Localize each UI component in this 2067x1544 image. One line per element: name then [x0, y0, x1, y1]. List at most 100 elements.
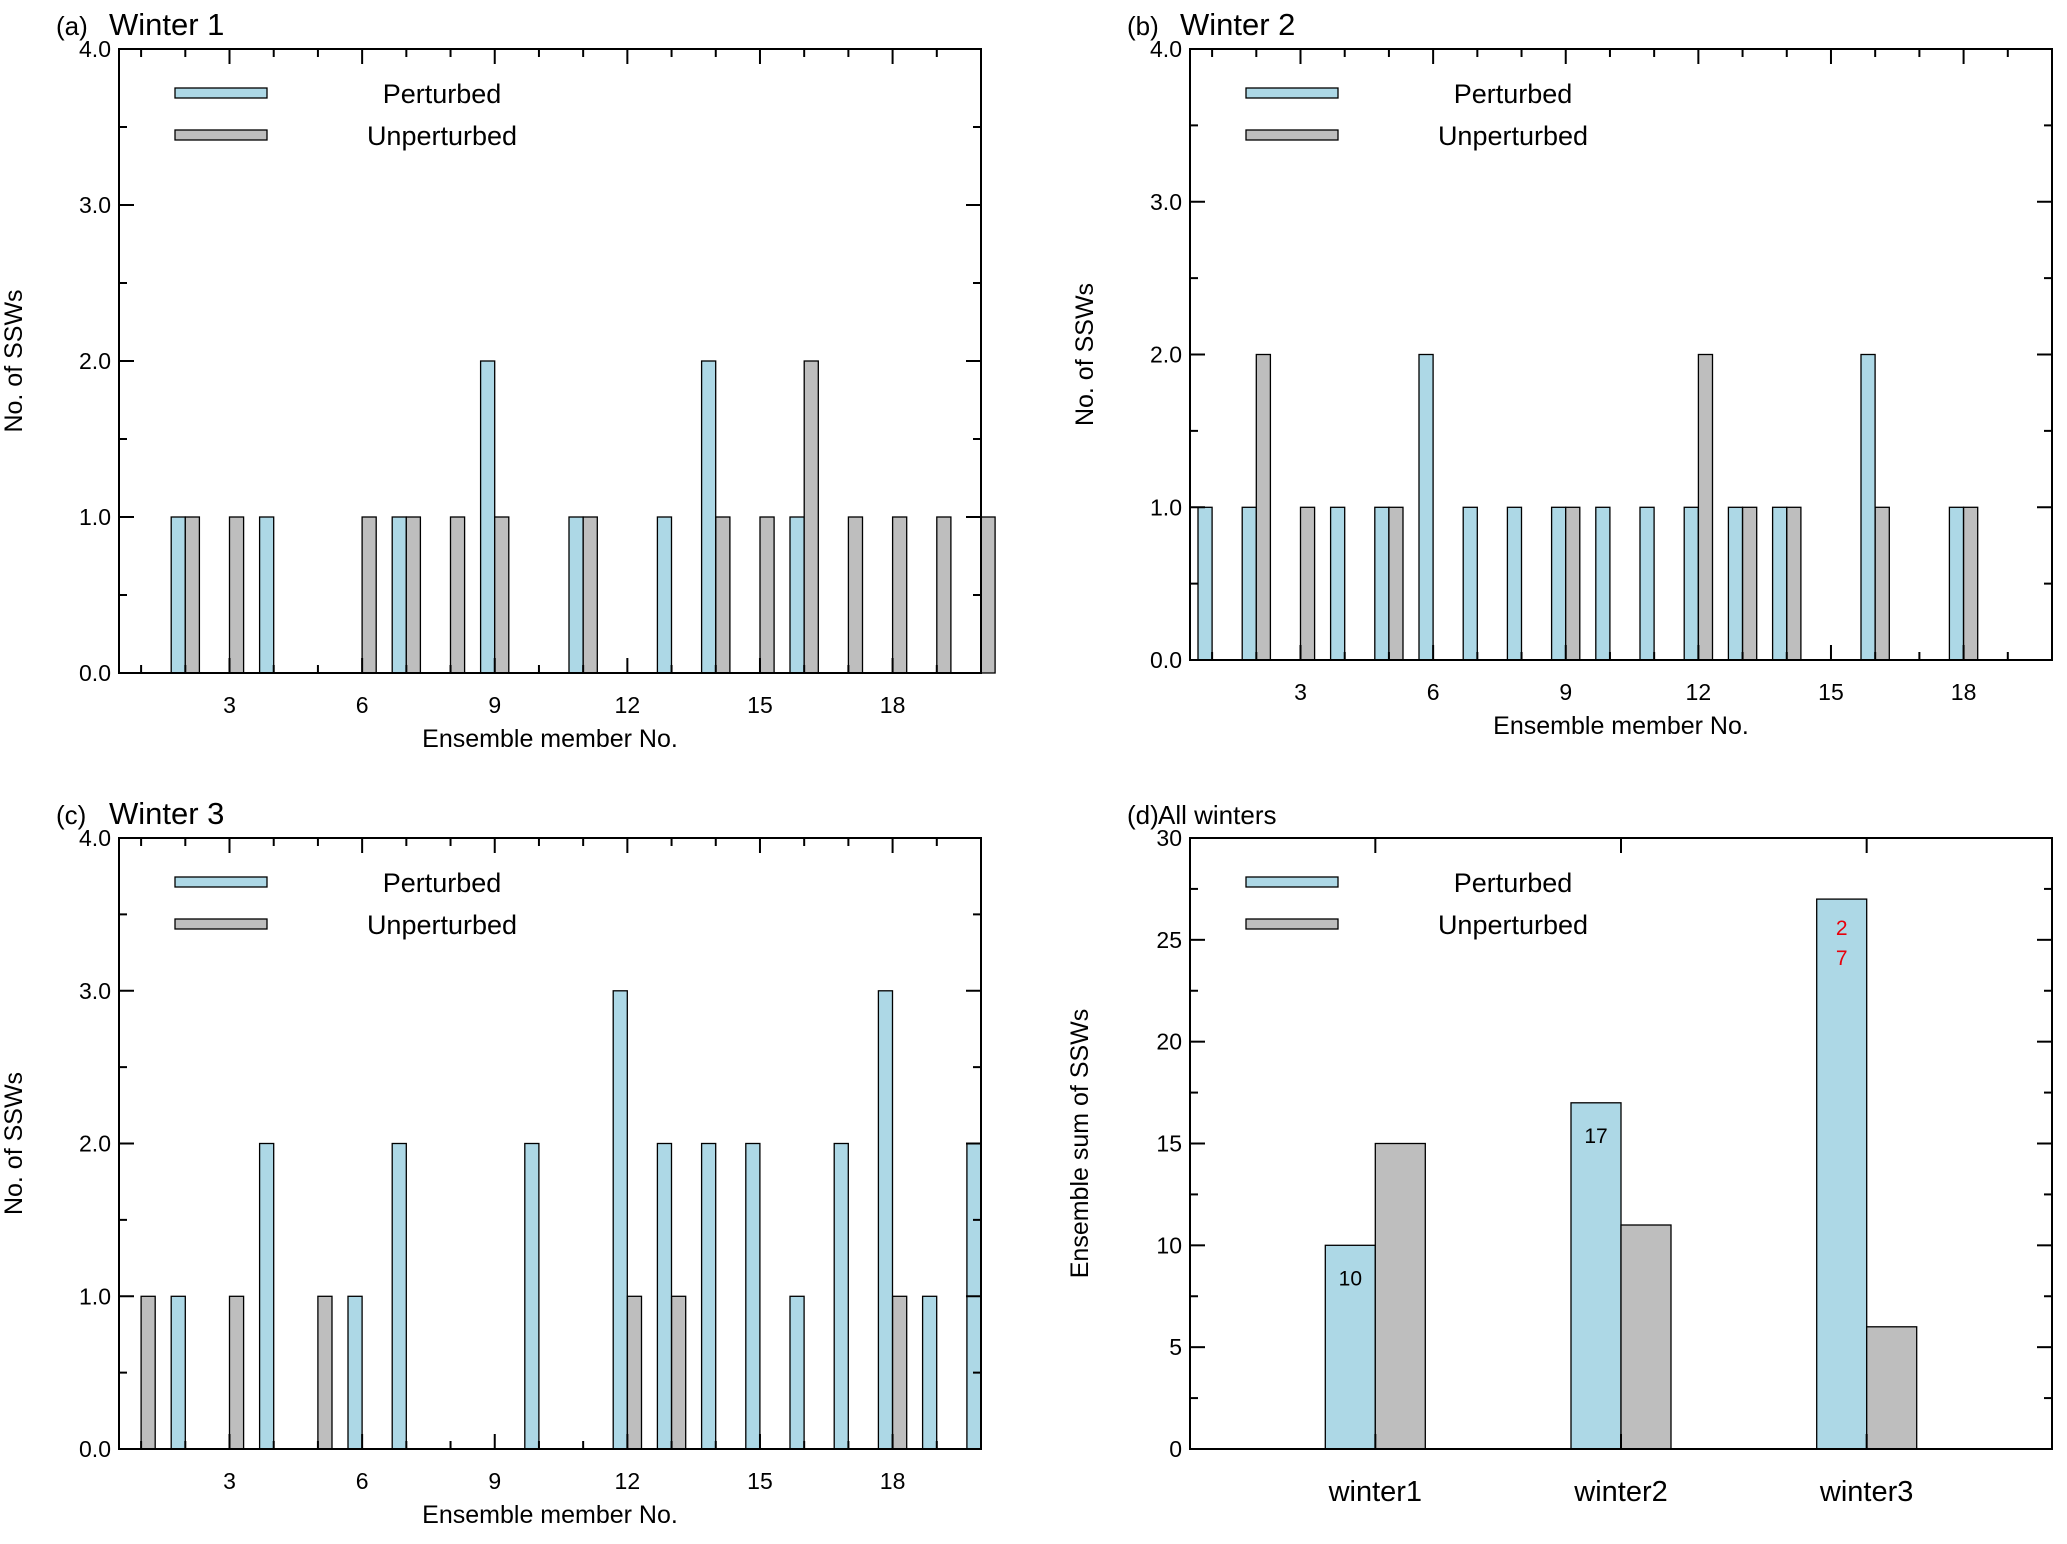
bar-perturbed-6: [1418, 353, 1434, 661]
bar-unperturbed-14: [715, 516, 731, 674]
x-axis-label: Ensemble member No.: [422, 725, 678, 753]
xtick-label: 12: [615, 692, 641, 718]
y-axis-label: No. of SSWs: [1071, 283, 1099, 426]
bar-perturbed-4: [258, 1142, 275, 1450]
bar-unperturbed-20: [980, 516, 996, 674]
ytick-label: 15: [1156, 1131, 1182, 1157]
bar-unperturbed-6: [361, 516, 377, 674]
bar-perturbed-14: [700, 1142, 717, 1450]
bar-unperturbed-7: [405, 516, 422, 674]
bar-unperturbed-19: [936, 516, 952, 674]
legend-swatch-perturbed: [1245, 87, 1339, 99]
ytick-label: 0: [1169, 1436, 1182, 1462]
xtick-label: 15: [747, 1468, 773, 1494]
bar-unperturbed-5: [1388, 506, 1404, 661]
bar-perturbed-10: [1595, 506, 1611, 661]
legend-label: Perturbed: [383, 79, 502, 109]
panel-letter: (b): [1127, 11, 1159, 41]
y-axis-label: No. of SSWs: [0, 1072, 28, 1215]
legend-swatch-perturbed: [174, 876, 268, 888]
legend-label: Unperturbed: [367, 121, 517, 151]
bar-unperturbed-16: [1874, 506, 1890, 661]
ytick-label: 4.0: [79, 36, 111, 62]
panel-letter: (c): [56, 800, 86, 830]
ytick-label: 20: [1156, 1029, 1182, 1055]
bar-perturbed-13: [1727, 506, 1744, 661]
xtick-label: 3: [1294, 679, 1307, 705]
bar-unperturbed-14: [1786, 506, 1802, 661]
xtick-label: 15: [1818, 679, 1844, 705]
bar-perturbed-16: [1860, 353, 1876, 661]
xtick-label: 18: [880, 692, 906, 718]
legend: Perturbed Unperturbed: [1245, 79, 1588, 151]
bar-unperturbed-3: [1299, 506, 1316, 661]
legend-label: Unperturbed: [1438, 910, 1588, 940]
panel-letter: (a): [56, 11, 88, 41]
ytick-label: 3.0: [79, 978, 111, 1004]
xtick-label: 15: [747, 692, 773, 718]
legend-label: Unperturbed: [367, 910, 517, 940]
legend-swatch-unperturbed: [1245, 129, 1339, 141]
plot-frame: [118, 837, 982, 1450]
legend-swatch-perturbed: [174, 87, 268, 99]
legend-swatch-unperturbed: [174, 129, 268, 141]
legend: Perturbed Unperturbed: [1245, 868, 1588, 940]
bar-perturbed-4: [258, 516, 275, 674]
ytick-label: 2.0: [1150, 342, 1182, 368]
bar-perturbed-winter3: [1816, 898, 1868, 1450]
bar-perturbed-9: [1550, 506, 1567, 661]
category-label: winter1: [1328, 1476, 1423, 1508]
bar-perturbed-15: [745, 1142, 761, 1450]
ytick-label: 1.0: [79, 504, 111, 530]
legend: Perturbed Unperturbed: [174, 79, 517, 151]
bar-perturbed-19: [921, 1295, 938, 1450]
panel-2: 0.0 1.0 2.0 3.0 4.0 3 6 9 12 15 18 Ensemble member …: [1071, 7, 2053, 740]
ytick-label: 0.0: [79, 660, 111, 686]
bar-perturbed-12: [1683, 506, 1699, 661]
ytick-label: 25: [1156, 927, 1182, 953]
bar-perturbed-2: [170, 516, 186, 674]
bar-perturbed-2: [1241, 506, 1257, 661]
bar-unperturbed-13: [670, 1295, 687, 1450]
bar-unperturbed-16: [803, 360, 819, 674]
bar-perturbed-2: [170, 1295, 186, 1450]
bar-perturbed-16: [789, 516, 805, 674]
bar-perturbed-winter2: [1570, 1102, 1622, 1450]
bar-perturbed-13: [656, 1142, 673, 1450]
bar-perturbed-1: [1197, 506, 1213, 661]
ytick-label: 4.0: [79, 825, 111, 851]
ytick-label: 0.0: [1150, 647, 1182, 673]
bar-perturbed-4: [1329, 506, 1346, 661]
bar-unperturbed-11: [582, 516, 598, 674]
panel-title: Winter 2: [1180, 7, 1295, 42]
ytick-label: 3.0: [1150, 189, 1182, 215]
bar-unperturbed-18: [891, 1295, 908, 1450]
bar-perturbed-7: [391, 1142, 407, 1450]
xtick-label: 6: [356, 1468, 369, 1494]
bar-perturbed-10: [524, 1142, 540, 1450]
legend-swatch-unperturbed: [1245, 918, 1339, 930]
ytick-label: 1.0: [79, 1283, 111, 1309]
ytick-label: 2.0: [79, 348, 111, 374]
bar-perturbed-9: [479, 360, 496, 674]
bar-perturbed-17: [833, 1142, 849, 1450]
bar-perturbed-6: [347, 1295, 363, 1450]
bar-unperturbed-18: [1962, 506, 1979, 661]
bar-unperturbed-winter3: [1866, 1326, 1918, 1450]
xtick-label: 6: [1427, 679, 1440, 705]
ytick-label: 2.0: [79, 1131, 111, 1157]
bar-unperturbed-12: [1697, 353, 1714, 661]
ytick-label: 3.0: [79, 192, 111, 218]
xtick-label: 9: [488, 692, 501, 718]
panel-title: Winter 3: [109, 796, 224, 831]
bar-perturbed-11: [1639, 506, 1655, 661]
bar-perturbed-7: [1462, 506, 1478, 661]
bar-perturbed-14: [700, 360, 717, 674]
xtick-label: 3: [223, 1468, 236, 1494]
bar-unperturbed-2: [1255, 353, 1272, 661]
bar-data-label: 2: [1836, 917, 1848, 940]
bar-unperturbed-9: [494, 516, 510, 674]
ytick-label: 1.0: [1150, 494, 1182, 520]
ytick-label: 0.0: [79, 1436, 111, 1462]
